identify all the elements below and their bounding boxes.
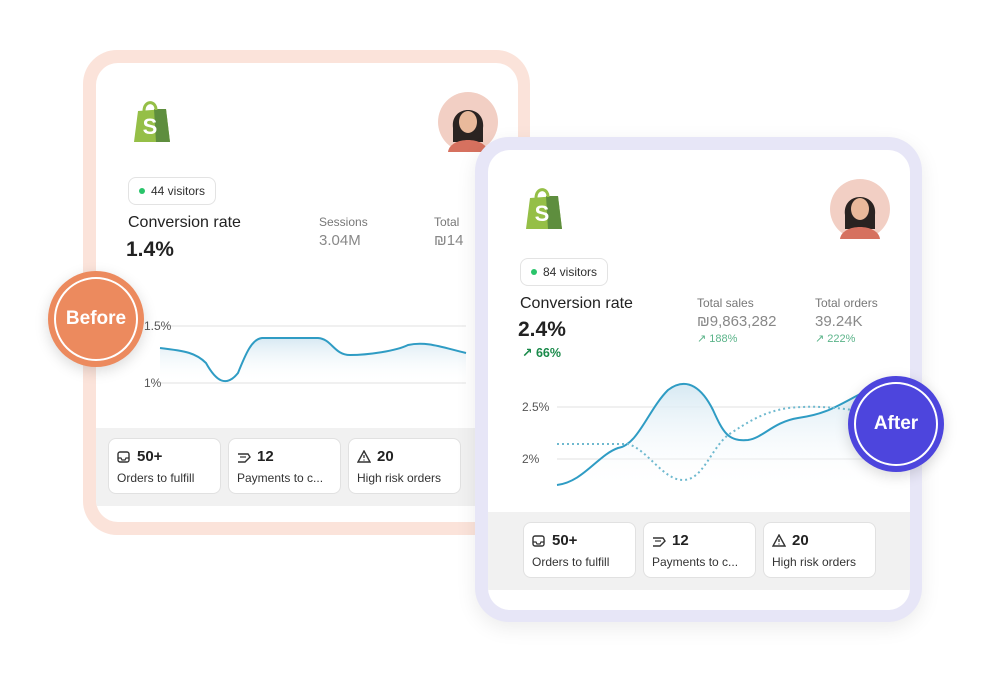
tile: 12 Payments to c... [643,522,756,578]
change-value: 188% [709,333,738,345]
avatar [830,179,890,239]
after-card: S 84 visitors Conversion rate 2.4% ↗ 66% Tota… [488,150,910,610]
shopify-logo: S [134,101,170,142]
stat-value: ₪9,863,282 [697,313,777,330]
before-badge: Before [48,271,144,367]
tile-label: Payments to c... [652,555,739,569]
tile-icon [357,450,371,463]
tile-label: Orders to fulfill [532,555,610,569]
y-tick-label: 2% [522,452,540,466]
shopify-logo: S [526,188,562,229]
svg-text:S: S [143,114,158,139]
tile-value: 12 [257,448,274,465]
tile-icon [772,534,786,547]
tile-label: Payments to c... [237,471,324,485]
tile-value: 20 [792,532,809,549]
metric-label: Conversion rate [520,295,633,312]
stat-value: 39.24K [815,313,863,330]
line-chart [556,383,880,490]
y-tick-label: 1% [144,376,162,390]
tile-value: 20 [377,448,394,465]
y-tick-label: 2.5% [522,400,550,414]
tile-icon [532,535,545,547]
metric-value: 1.4% [126,238,174,261]
change-value: 222% [827,333,856,345]
after-badge: After [848,376,944,472]
stat-value: ₪14 [434,232,464,249]
tile-icon [238,453,251,463]
metric-change: ↗ 66% [522,346,561,360]
y-tick-label: 1.5% [144,319,172,333]
stat-label: Sessions [319,215,368,229]
before-card: S 44 visitors Conversion rate 1.4% Sessions 3… [96,63,518,522]
tile-label: High risk orders [357,471,442,485]
stat-label: Total [434,215,460,229]
tile: 20 High risk orders [348,438,461,494]
stat-change: ↗ 222% [815,333,856,345]
stat-value: 3.04M [319,232,361,249]
tile-icon [653,537,666,547]
tile-label: Orders to fulfill [117,471,195,485]
stat-change: ↗ 188% [697,333,738,345]
tile-label: High risk orders [772,555,857,569]
tile-value: 50+ [137,448,163,465]
tile-icon [117,451,130,463]
stat-label: Total sales [697,296,754,310]
avatar [438,92,498,152]
tile: 12 Payments to c... [228,438,341,494]
tile: 50+ Orders to fulfill [108,438,221,494]
tile-value: 50+ [552,532,578,549]
line-chart [159,325,467,384]
stat-label: Total orders [815,296,878,310]
tile-value: 12 [672,532,689,549]
tile: 50+ Orders to fulfill [523,522,636,578]
tile: 20 High risk orders [763,522,876,578]
visitors-pill: 44 visitors [128,177,217,205]
visitors-pill: 84 visitors [520,258,609,286]
change-value: 66% [535,346,561,360]
svg-text:S: S [535,201,550,226]
metric-value: 2.4% [518,318,566,341]
metric-label: Conversion rate [128,214,241,231]
